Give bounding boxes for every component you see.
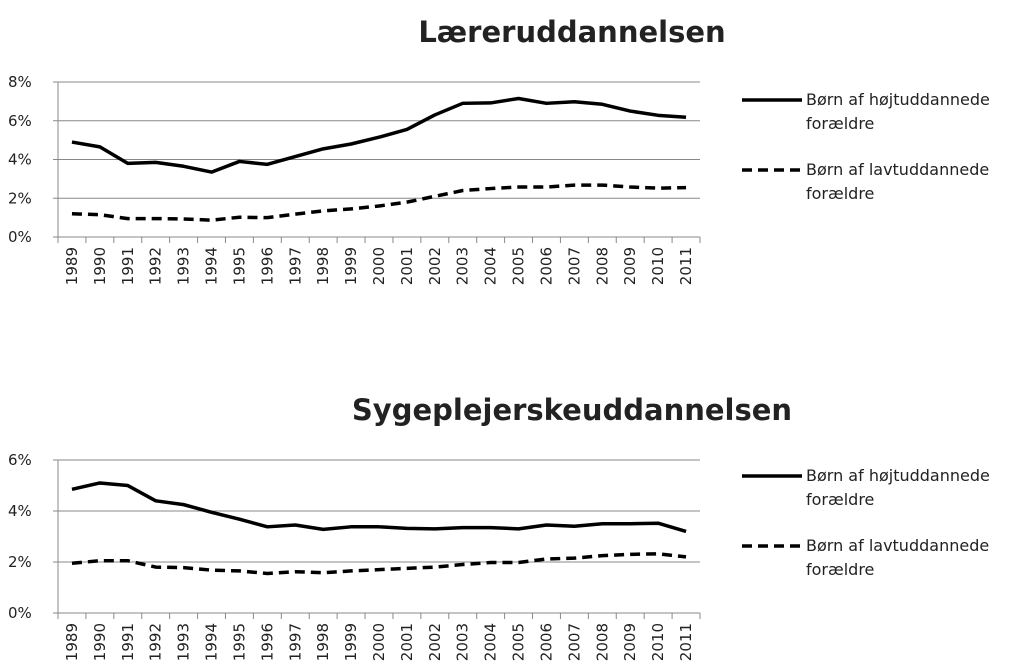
chart-title: Læreruddannelsen	[418, 15, 725, 49]
x-tick-label: 1990	[91, 623, 109, 661]
x-tick-label: 2000	[370, 247, 388, 285]
x-tick-label: 2006	[537, 247, 555, 285]
x-tick-label: 1995	[230, 247, 248, 285]
x-tick-label: 2005	[510, 623, 528, 661]
x-tick-label: 2005	[510, 247, 528, 285]
y-tick-label: 2%	[8, 553, 32, 571]
x-tick-label: 2001	[398, 247, 416, 285]
legend-label-box: Børn af højtuddannede forældre	[806, 466, 990, 509]
x-tick-label: 2008	[593, 247, 611, 285]
x-tick-label: 2011	[677, 247, 695, 285]
data-line	[71, 96, 687, 174]
x-tick-label: 1997	[286, 623, 304, 661]
x-tick-label: 2009	[621, 247, 639, 285]
x-tick-label: 2010	[649, 623, 667, 661]
x-tick-label: 1996	[258, 623, 276, 661]
data-line	[71, 183, 687, 222]
x-tick-label: 2001	[398, 623, 416, 661]
x-tick-label: 1995	[230, 623, 248, 661]
legend-label: Børn af højtuddannede forældre	[806, 90, 990, 133]
x-tick-label: 1994	[203, 623, 221, 661]
legend-label-box: Børn af lavtuddannede forældre	[806, 160, 990, 203]
y-tick-label: 6%	[8, 112, 32, 130]
x-tick-label: 1998	[314, 247, 332, 285]
y-tick-label: 0%	[8, 604, 32, 622]
x-tick-label: 1992	[147, 247, 165, 285]
x-tick-label: 2010	[649, 247, 667, 285]
legend-label: Børn af højtuddannede forældre	[806, 466, 990, 509]
data-line	[71, 552, 687, 576]
x-tick-label: 2008	[593, 623, 611, 661]
x-tick-label: 1999	[342, 623, 360, 661]
x-tick-label: 2002	[426, 247, 444, 285]
x-tick-label: 2004	[482, 247, 500, 285]
x-tick-label: 1989	[63, 247, 81, 285]
x-tick-label: 1993	[175, 623, 193, 661]
x-tick-label: 2000	[370, 623, 388, 661]
x-tick-label: 2003	[454, 623, 472, 661]
legend-label-box: Børn af lavtuddannede forældre	[806, 536, 990, 579]
x-tick-label: 1998	[314, 623, 332, 661]
y-tick-label: 0%	[8, 228, 32, 246]
x-tick-label: 1991	[119, 247, 137, 285]
x-tick-label: 1994	[203, 247, 221, 285]
x-tick-label: 1991	[119, 623, 137, 661]
x-tick-label: 2002	[426, 623, 444, 661]
x-tick-label: 2003	[454, 247, 472, 285]
legend-label-box: Børn af højtuddannede forældre	[806, 90, 990, 133]
x-tick-label: 1989	[63, 623, 81, 661]
x-tick-label: 2007	[565, 623, 583, 661]
x-tick-label: 1996	[258, 247, 276, 285]
y-tick-label: 8%	[8, 73, 32, 91]
y-tick-label: 2%	[8, 189, 32, 207]
chart-title: Sygeplejerskeuddannelsen	[352, 393, 792, 427]
legend-label: Børn af lavtuddannede forældre	[806, 536, 990, 579]
y-tick-label: 4%	[8, 502, 32, 520]
x-tick-label: 2011	[677, 623, 695, 661]
data-line	[71, 481, 687, 534]
x-tick-label: 1990	[91, 247, 109, 285]
x-tick-label: 2004	[482, 623, 500, 661]
x-tick-label: 1999	[342, 247, 360, 285]
y-tick-label: 6%	[8, 451, 32, 469]
x-tick-label: 2007	[565, 247, 583, 285]
y-tick-label: 4%	[8, 151, 32, 169]
legend-label: Børn af lavtuddannede forældre	[806, 160, 990, 203]
x-tick-label: 2006	[537, 623, 555, 661]
x-tick-label: 1993	[175, 247, 193, 285]
x-tick-label: 1992	[147, 623, 165, 661]
x-tick-label: 2009	[621, 623, 639, 661]
x-tick-label: 1997	[286, 247, 304, 285]
